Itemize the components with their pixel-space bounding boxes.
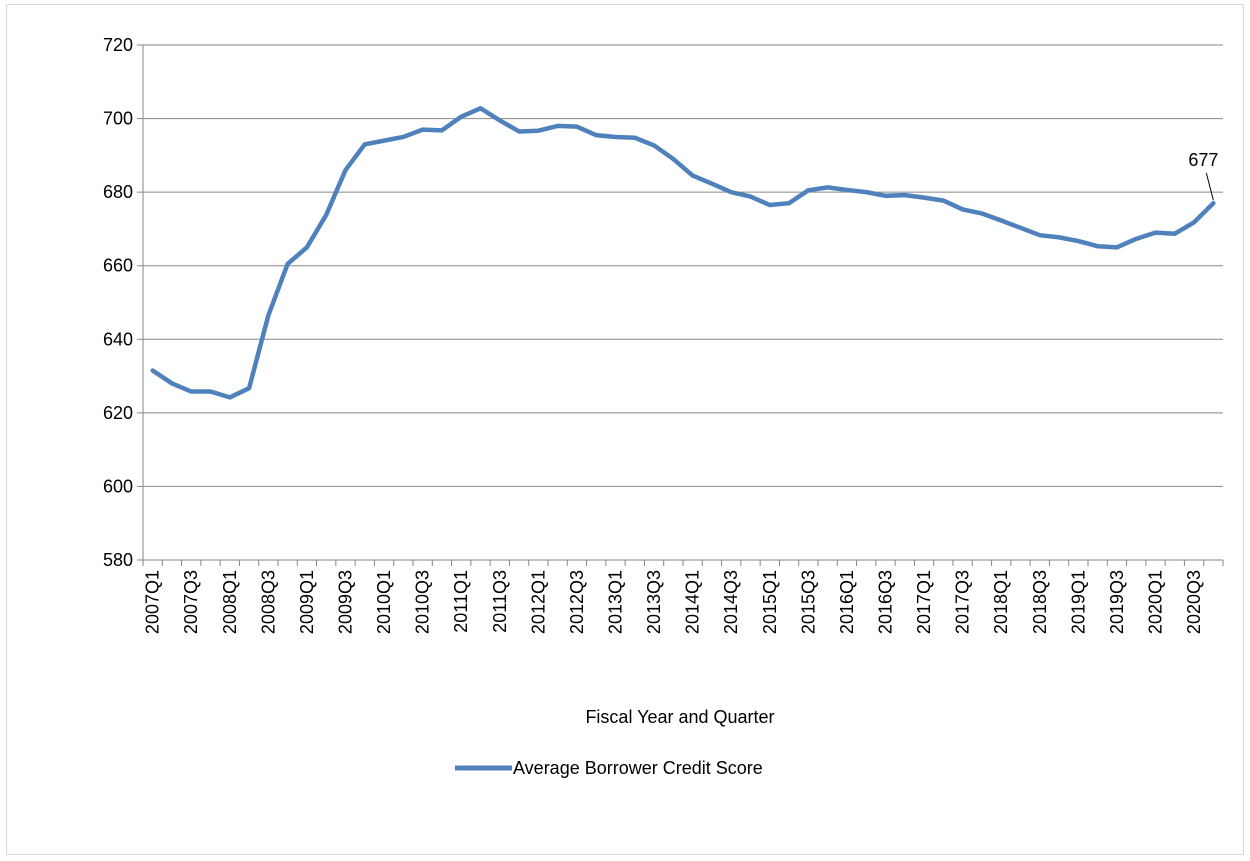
x-tick-label-2007Q3: 2007Q3 — [181, 570, 201, 634]
y-tick-label-680: 680 — [103, 182, 133, 202]
x-tick-label-2010Q3: 2010Q3 — [413, 570, 433, 634]
series-line-0 — [150, 106, 1216, 400]
x-tick-label-2012Q1: 2012Q1 — [528, 570, 548, 634]
x-tick-label-2012Q3: 2012Q3 — [567, 570, 587, 634]
x-axis-label: Fiscal Year and Quarter — [585, 707, 774, 727]
x-tick-label-2014Q1: 2014Q1 — [683, 570, 703, 634]
x-tick-label-2015Q3: 2015Q3 — [798, 570, 818, 634]
x-tick-label-2013Q1: 2013Q1 — [606, 570, 626, 634]
y-tick-label-620: 620 — [103, 403, 133, 423]
y-axis-tick-labels: 580 600 620 640 660 680 700 720 — [103, 35, 133, 570]
chart-frame: 580 600 620 640 660 680 700 720 2007Q1 2007Q3 200… — [6, 4, 1244, 855]
x-tick-label-2007Q1: 2007Q1 — [143, 570, 163, 634]
x-tick-label-2014Q3: 2014Q3 — [721, 570, 741, 634]
x-tick-label-2016Q1: 2016Q1 — [837, 570, 857, 634]
legend: Average Borrower Credit Score — [455, 758, 763, 778]
y-tick-label-720: 720 — [103, 35, 133, 55]
x-tick-label-2017Q3: 2017Q3 — [953, 570, 973, 634]
x-tick-label-2009Q1: 2009Q1 — [297, 570, 317, 634]
x-tick-label-2009Q3: 2009Q3 — [336, 570, 356, 634]
x-tick-label-2011Q1: 2011Q1 — [451, 570, 471, 633]
x-tick-label-2018Q3: 2018Q3 — [1030, 570, 1050, 634]
gridlines — [143, 44, 1223, 487]
series-lines — [150, 106, 1216, 400]
x-tick-label-2019Q3: 2019Q3 — [1107, 570, 1127, 634]
y-tick-label-700: 700 — [103, 109, 133, 129]
x-tick-label-2016Q3: 2016Q3 — [876, 570, 896, 634]
x-tick-label-2017Q1: 2017Q1 — [914, 570, 934, 634]
x-tick-label-2008Q1: 2008Q1 — [220, 570, 240, 634]
x-tick-label-2013Q3: 2013Q3 — [644, 570, 664, 634]
y-tick-label-580: 580 — [103, 550, 133, 570]
legend-entry-label: Average Borrower Credit Score — [513, 758, 763, 778]
x-tick-label-2011Q3: 2011Q3 — [490, 570, 510, 633]
x-tick-label-2008Q3: 2008Q3 — [258, 570, 278, 634]
x-tick-label-2015Q1: 2015Q1 — [760, 570, 780, 634]
x-tick-label-2020Q3: 2020Q3 — [1184, 570, 1204, 634]
axes — [137, 44, 1224, 566]
y-tick-label-660: 660 — [103, 256, 133, 276]
annotation-leader-0 — [1205, 173, 1214, 201]
x-axis-tick-labels: 2007Q1 2007Q3 2008Q1 2008Q3 2009Q1 2009Q3 2010… — [143, 570, 1204, 634]
x-tick-label-2020Q1: 2020Q1 — [1146, 570, 1166, 634]
annotation-label-0: 677 — [1188, 150, 1218, 170]
x-tick-label-2010Q1: 2010Q1 — [374, 570, 394, 634]
x-tick-label-2019Q1: 2019Q1 — [1068, 570, 1088, 634]
x-tick-label-2018Q1: 2018Q1 — [991, 570, 1011, 634]
data-annotations: 677 — [1188, 150, 1218, 201]
y-tick-label-640: 640 — [103, 329, 133, 349]
y-tick-label-600: 600 — [103, 476, 133, 496]
